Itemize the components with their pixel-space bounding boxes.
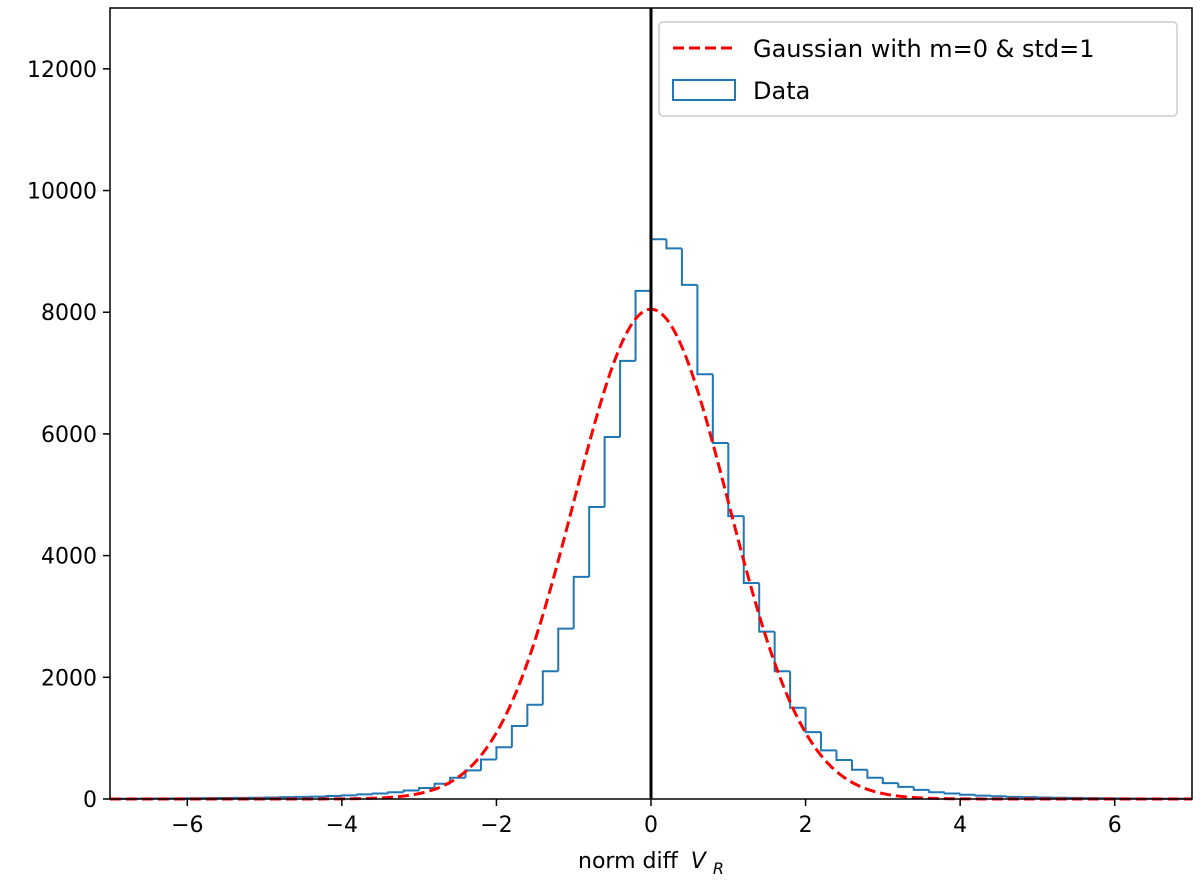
histogram-bin: [758, 582, 775, 633]
histogram-bin: [835, 750, 852, 762]
histogram-bin: [990, 795, 1007, 798]
y-tick-label: 0: [83, 788, 97, 813]
histogram-bin: [881, 777, 899, 785]
x-tick-label: 6: [1108, 813, 1122, 838]
histogram-bin: [804, 707, 822, 734]
x-axis-label-text: norm diff: [578, 849, 679, 874]
histogram-bin: [974, 794, 992, 797]
histogram-bin: [340, 794, 358, 797]
x-tick-label: 0: [644, 813, 658, 838]
legend-data-swatch: [672, 79, 736, 101]
histogram-bin: [371, 792, 389, 795]
y-tick-label: 8000: [41, 301, 97, 326]
legend-box: [658, 21, 1178, 117]
y-axis-ticks: 0 2000 4000 6000 8000 10000 12000: [27, 58, 110, 813]
y-tick-label: 10000: [27, 180, 97, 205]
legend-gaussian-label: Gaussian with m=0 & std=1: [753, 35, 1095, 63]
histogram-bin: [943, 792, 961, 795]
histogram-bin: [634, 289, 651, 361]
legend-data-label: Data: [753, 77, 810, 105]
histogram-bin: [418, 787, 435, 791]
y-tick-label: 6000: [41, 423, 97, 448]
histogram-bin: [773, 631, 791, 673]
histogram-bin: [619, 359, 636, 437]
x-tick-label: 4: [953, 813, 967, 838]
x-tick-label: 2: [799, 813, 813, 838]
x-axis-ticks: −6 −4 −2 0 2 4 6: [171, 799, 1122, 838]
histogram-bin: [866, 769, 883, 779]
histogram-bin: [928, 789, 945, 794]
histogram-bin: [742, 516, 760, 584]
histogram-bin: [897, 783, 914, 788]
histogram-bin: [603, 435, 621, 507]
y-tick-label: 2000: [41, 666, 97, 691]
histogram-bin: [325, 794, 342, 797]
histogram-bin: [959, 793, 976, 796]
y-tick-label: 12000: [27, 58, 97, 83]
histogram-bin: [479, 758, 497, 771]
histogram-bin: [680, 248, 698, 286]
histogram-bin: [510, 724, 528, 748]
histogram-bin: [789, 671, 806, 709]
legend: Gaussian with m=0 & std=1 Data: [658, 21, 1178, 117]
histogram-bin: [1005, 795, 1022, 798]
histogram-bin: [711, 374, 729, 445]
histogram-bin: [820, 732, 837, 752]
histogram-bin: [402, 789, 420, 793]
histogram-bin: [572, 575, 590, 629]
y-tick-label: 4000: [41, 545, 97, 570]
x-axis-label: norm diff V R: [578, 849, 724, 878]
histogram-bin: [541, 670, 559, 705]
histogram-bin: [387, 791, 404, 794]
histogram-bin: [557, 627, 574, 672]
x-axis-label-subscript: R: [713, 859, 724, 878]
histogram-bin: [696, 284, 713, 376]
histogram-bin: [912, 786, 930, 791]
histogram-bin: [356, 793, 373, 796]
x-tick-label: −6: [171, 813, 203, 838]
x-tick-label: −2: [480, 813, 512, 838]
histogram-bin: [588, 505, 605, 577]
histogram-bin: [727, 443, 744, 518]
histogram-bin: [850, 760, 868, 771]
histogram-bin: [665, 239, 682, 250]
histogram-bin: [495, 746, 512, 760]
histogram-bin: [526, 703, 543, 726]
x-tick-label: −4: [326, 813, 358, 838]
x-axis-label-symbol: V: [691, 849, 708, 874]
